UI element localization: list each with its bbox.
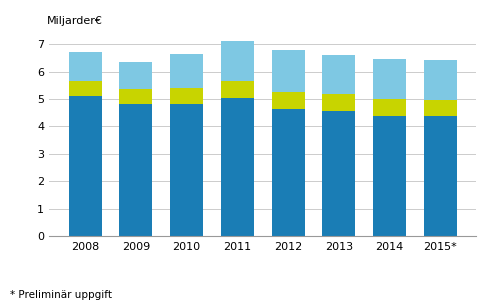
Bar [322, 94, 355, 111]
Bar [322, 55, 355, 94]
Bar [119, 62, 152, 89]
Bar [119, 105, 152, 236]
Bar [272, 92, 304, 108]
Bar [221, 81, 254, 98]
Bar [69, 96, 102, 236]
Bar [373, 99, 406, 116]
Bar [373, 59, 406, 99]
Bar [322, 111, 355, 236]
Bar [170, 88, 203, 105]
Bar [424, 60, 457, 99]
Bar [221, 41, 254, 81]
Bar [221, 98, 254, 236]
Bar [119, 89, 152, 105]
Bar [424, 116, 457, 236]
Bar [69, 81, 102, 96]
Bar [272, 50, 304, 92]
Text: Miljarder€: Miljarder€ [47, 16, 103, 26]
Bar [272, 108, 304, 236]
Bar [170, 54, 203, 88]
Bar [170, 105, 203, 236]
Bar [69, 52, 102, 81]
Bar [373, 116, 406, 236]
Text: * Preliminär uppgift: * Preliminär uppgift [10, 290, 112, 300]
Bar [424, 99, 457, 116]
Legend: Företag, Offentliga sektorn, Högskolesektorn: Företag, Offentliga sektorn, Högskolesek… [119, 299, 406, 303]
